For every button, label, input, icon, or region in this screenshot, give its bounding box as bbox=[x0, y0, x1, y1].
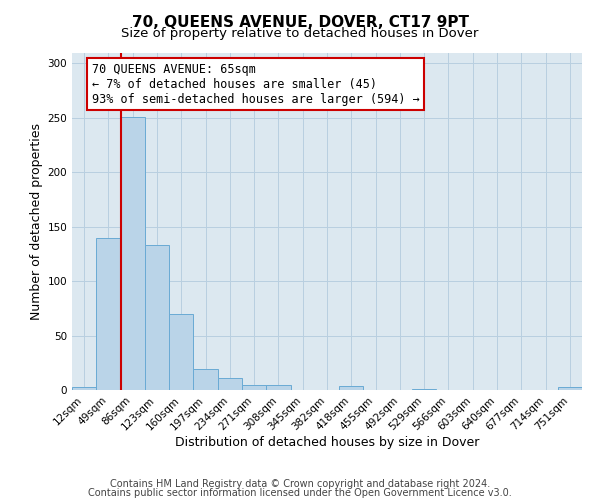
Text: 70 QUEENS AVENUE: 65sqm
← 7% of detached houses are smaller (45)
93% of semi-det: 70 QUEENS AVENUE: 65sqm ← 7% of detached… bbox=[92, 62, 419, 106]
Bar bbox=[72, 386, 96, 390]
Bar bbox=[266, 384, 290, 390]
Bar bbox=[145, 245, 169, 390]
Y-axis label: Number of detached properties: Number of detached properties bbox=[30, 122, 43, 320]
Bar bbox=[169, 314, 193, 390]
Bar bbox=[558, 386, 582, 390]
X-axis label: Distribution of detached houses by size in Dover: Distribution of detached houses by size … bbox=[175, 436, 479, 449]
Bar bbox=[193, 370, 218, 390]
Bar bbox=[242, 384, 266, 390]
Bar bbox=[412, 389, 436, 390]
Bar bbox=[218, 378, 242, 390]
Bar bbox=[121, 116, 145, 390]
Bar bbox=[339, 386, 364, 390]
Text: Size of property relative to detached houses in Dover: Size of property relative to detached ho… bbox=[121, 28, 479, 40]
Text: Contains HM Land Registry data © Crown copyright and database right 2024.: Contains HM Land Registry data © Crown c… bbox=[110, 479, 490, 489]
Text: 70, QUEENS AVENUE, DOVER, CT17 9PT: 70, QUEENS AVENUE, DOVER, CT17 9PT bbox=[131, 15, 469, 30]
Text: Contains public sector information licensed under the Open Government Licence v3: Contains public sector information licen… bbox=[88, 488, 512, 498]
Bar bbox=[96, 238, 121, 390]
